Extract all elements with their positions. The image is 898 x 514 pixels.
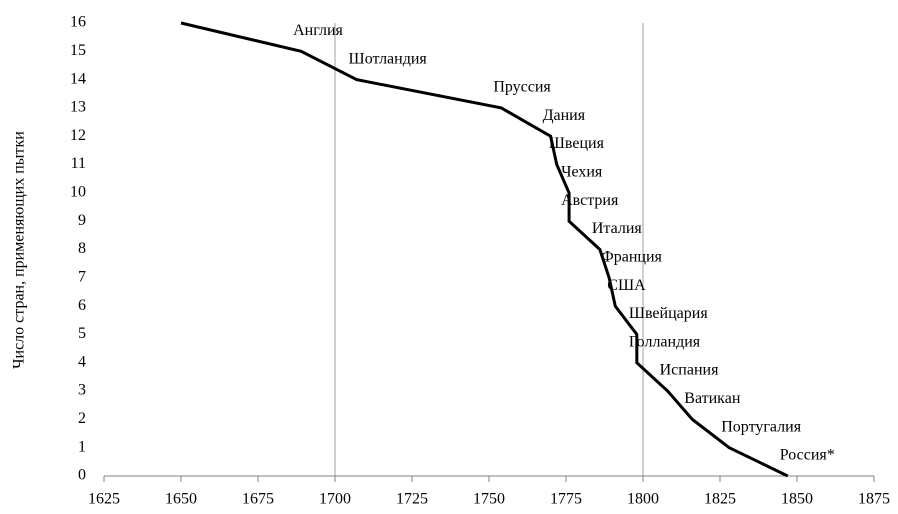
y-tick-label: 12 (70, 127, 86, 144)
point-label: Пруссия (493, 79, 551, 96)
point-label: Англия (293, 22, 343, 39)
y-tick-label: 1 (78, 438, 86, 455)
y-tick-label: 6 (78, 297, 86, 314)
point-label: Чехия (561, 164, 603, 181)
point-label: Австрия (561, 192, 619, 209)
x-tick-label: 1675 (242, 491, 274, 508)
y-tick-label: 16 (70, 14, 86, 31)
x-tick-label: 1625 (88, 491, 120, 508)
point-label: Ватикан (684, 390, 741, 407)
y-tick-label: 2 (78, 410, 86, 427)
y-tick-label: 7 (78, 268, 86, 285)
point-label: Франция (601, 248, 662, 265)
point-label: Шотландия (349, 50, 428, 67)
x-tick-label: 1825 (704, 491, 736, 508)
y-tick-label: 11 (71, 155, 86, 172)
x-tick-label: 1850 (781, 491, 813, 508)
y-tick-label: 4 (78, 353, 86, 370)
y-tick-label: 8 (78, 240, 86, 257)
point-label: Испания (660, 362, 719, 379)
y-tick-label: 0 (78, 467, 86, 484)
x-tick-label: 1725 (396, 491, 428, 508)
x-tick-label: 1875 (858, 491, 890, 508)
x-tick-label: 1700 (319, 491, 351, 508)
point-label: Россия* (780, 447, 835, 464)
y-tick-label: 10 (70, 184, 86, 201)
point-label: Голландия (629, 333, 701, 350)
point-label: США (607, 277, 646, 294)
x-tick-label: 1750 (473, 491, 505, 508)
x-tick-label: 1775 (550, 491, 582, 508)
y-axis-label: Число стран, применяющих пытки (11, 131, 28, 369)
point-label: Швейцария (629, 305, 708, 322)
x-tick-label: 1800 (627, 491, 659, 508)
x-tick-label: 1650 (165, 491, 197, 508)
point-label: Швеция (549, 135, 605, 152)
y-tick-label: 5 (78, 325, 86, 342)
y-tick-label: 9 (78, 212, 86, 229)
y-tick-label: 15 (70, 42, 86, 59)
y-tick-label: 13 (70, 99, 86, 116)
point-label: Италия (592, 220, 643, 237)
point-label: Дания (543, 107, 586, 124)
point-label: Португалия (721, 418, 801, 435)
data-line (180, 21, 789, 478)
y-tick-label: 14 (70, 70, 86, 87)
y-tick-label: 3 (78, 382, 86, 399)
